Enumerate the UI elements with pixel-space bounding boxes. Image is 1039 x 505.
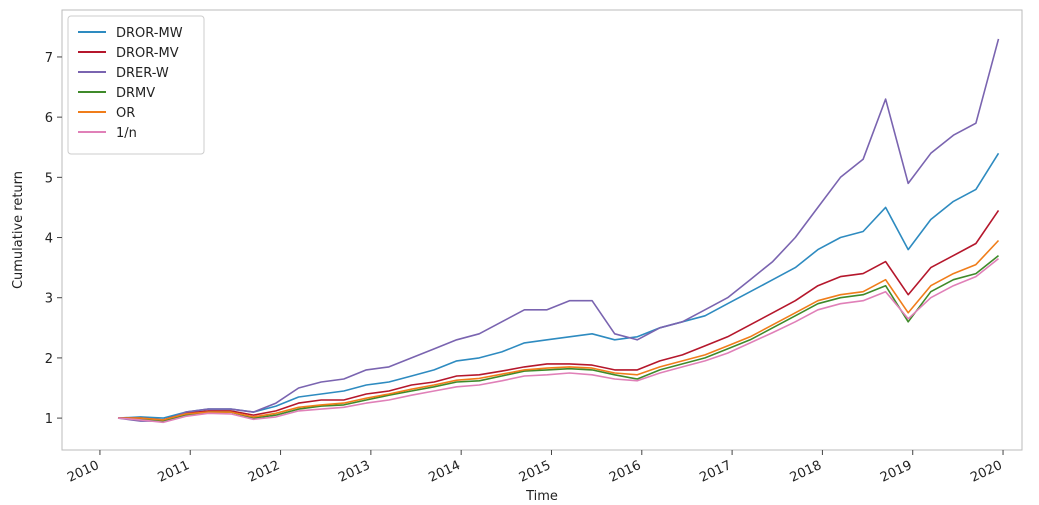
legend-label: 1/n bbox=[116, 126, 137, 141]
x-tick-label: 2018 bbox=[788, 458, 824, 486]
line-series bbox=[118, 239, 1000, 421]
x-tick-label: 2015 bbox=[517, 458, 553, 486]
y-tick-label: 2 bbox=[45, 352, 53, 367]
x-tick-label: 2017 bbox=[697, 458, 733, 486]
legend-box bbox=[67, 15, 205, 155]
legend-label: DRER-W bbox=[116, 66, 169, 81]
x-tick-label: 2011 bbox=[156, 458, 192, 486]
y-tick-label: 5 bbox=[45, 171, 53, 186]
legend-label: OR bbox=[116, 106, 135, 121]
x-tick-label: 2012 bbox=[246, 458, 282, 486]
y-tick-label: 7 bbox=[45, 51, 53, 66]
x-tick-label: 2013 bbox=[336, 458, 372, 486]
y-tick-label: 3 bbox=[45, 292, 53, 307]
y-tick-label: 4 bbox=[45, 232, 53, 247]
x-tick-label: 2010 bbox=[65, 458, 101, 486]
x-tick-label: 2016 bbox=[607, 458, 643, 486]
x-axis-label: Time bbox=[525, 489, 558, 504]
x-tick-label: 2020 bbox=[968, 458, 1004, 486]
y-tick-label: 6 bbox=[45, 111, 53, 126]
line-series bbox=[117, 254, 999, 422]
plot-frame bbox=[61, 9, 1023, 451]
legend-label: DRMV bbox=[116, 86, 155, 101]
x-tick-label: 2019 bbox=[878, 458, 914, 486]
x-tick-label: 2014 bbox=[427, 458, 463, 486]
y-tick-label: 1 bbox=[45, 412, 53, 427]
legend-label: DROR-MW bbox=[116, 26, 183, 41]
line-series bbox=[117, 257, 999, 424]
legend-label: DROR-MV bbox=[116, 46, 179, 61]
y-axis-label: Cumulative return bbox=[11, 171, 26, 289]
line-series bbox=[117, 38, 1000, 422]
line-series bbox=[117, 152, 1000, 419]
line-series bbox=[118, 209, 1000, 421]
